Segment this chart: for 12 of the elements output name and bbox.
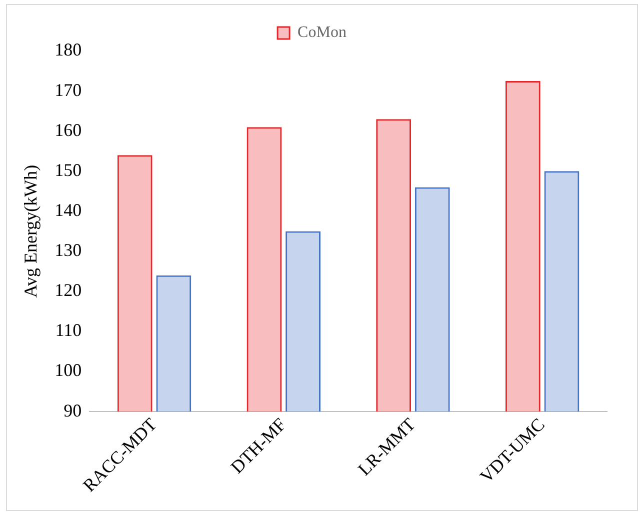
y-tick-label: 120: [54, 280, 82, 300]
y-tick-label: 100: [54, 360, 82, 380]
legend-label: CoMon: [298, 24, 346, 42]
y-tick-label: 180: [54, 40, 82, 60]
y-tick-label: 160: [54, 120, 82, 140]
y-tick-label: 130: [54, 240, 82, 260]
y-axis-title: Avg Energy(kWh): [20, 164, 41, 298]
y-tick-label: 170: [54, 80, 82, 100]
y-tick-label: 140: [54, 200, 82, 220]
y-tick-label: 90: [64, 400, 82, 420]
y-tick-label: 110: [55, 320, 82, 340]
y-tick-label: 150: [54, 160, 82, 180]
